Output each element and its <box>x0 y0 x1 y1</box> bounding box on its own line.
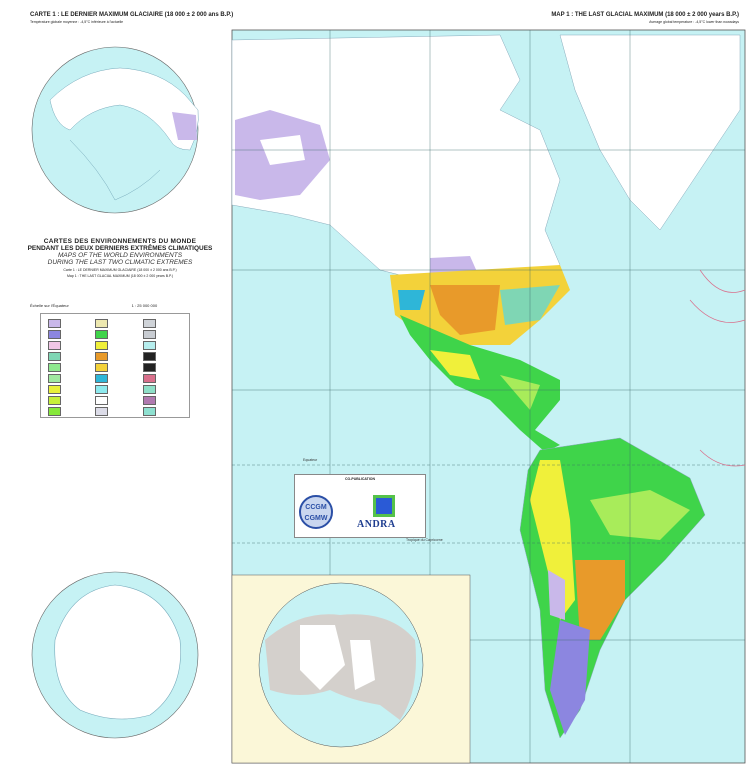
ccgm-logo: CCGM CGMW <box>299 495 333 529</box>
legend-swatch <box>95 363 109 372</box>
title-fr-line2: PENDANT LES DEUX DERNIERS EXTRÊMES CLIMA… <box>27 245 213 252</box>
legend-swatch <box>142 352 156 361</box>
legend-swatch <box>95 330 109 339</box>
andra-logo-icon <box>373 495 395 517</box>
legend-swatch <box>95 319 109 328</box>
legend-swatch <box>142 407 156 416</box>
andra-logo: ANDRA <box>357 519 396 530</box>
map-subtitle: Map 1 : THE LAST GLACIAL MAXIMUM (18 000… <box>66 274 174 278</box>
equator-label: Equateur <box>303 458 318 462</box>
tropic-label: Tropique du Capricorne <box>406 538 443 542</box>
scale-value: 1 : 25 000 000 <box>131 303 158 308</box>
legend-swatch <box>95 396 109 405</box>
legend-swatch <box>48 363 61 372</box>
legend-swatch <box>48 396 61 405</box>
carte-subtitle: Carte 1 : LE DERNIER MAXIMUM GLACIAIRE (… <box>63 268 177 272</box>
scale-label: Échelle sur l'Équateur <box>30 303 69 308</box>
copublication-box: CO-PUBLICATION CCGM CGMW ANDRA <box>294 474 426 538</box>
legend-swatch <box>142 341 156 350</box>
left-map-title: CARTE 1 : LE DERNIER MAXIMUM GLACIAIRE (… <box>30 12 234 18</box>
scale-row: Échelle sur l'Équateur 1 : 25 000 000 <box>30 303 220 308</box>
legend-swatch <box>48 341 61 350</box>
title-en-line1: MAPS OF THE WORLD ENVIRONMENTS <box>57 252 183 259</box>
legend-swatch <box>142 319 156 328</box>
legend-swatch <box>95 352 109 361</box>
legend-swatch <box>48 385 61 394</box>
legend-swatch <box>142 385 156 394</box>
legend-swatch <box>48 352 61 361</box>
legend-swatch <box>48 319 61 328</box>
left-map-subtitle: Température globale moyenne : -4,5°C inf… <box>30 20 124 24</box>
legend-swatch <box>48 374 61 383</box>
right-map-subtitle: Average global temperature : -4,5°C lowe… <box>649 20 739 24</box>
legend-swatch <box>142 396 156 405</box>
legend-swatch <box>95 341 109 350</box>
copublication-heading: CO-PUBLICATION <box>344 477 376 481</box>
legend-swatch <box>95 385 109 394</box>
legend-swatch <box>142 363 156 372</box>
legend <box>40 313 190 418</box>
north-polar-map <box>31 46 199 214</box>
legend-swatch <box>48 407 61 416</box>
title-block: CARTES DES ENVIRONNEMENTS DU MONDE PENDA… <box>20 238 220 278</box>
legend-swatch <box>95 374 109 383</box>
main-map <box>231 29 746 764</box>
legend-swatch <box>95 407 109 416</box>
title-en-line2: DURING THE LAST TWO CLIMATIC EXTREMES <box>47 259 193 266</box>
legend-swatch <box>48 330 61 339</box>
legend-swatch <box>142 330 156 339</box>
title-fr-line1: CARTES DES ENVIRONNEMENTS DU MONDE <box>43 238 197 245</box>
south-polar-map <box>31 571 199 739</box>
right-map-title: MAP 1 : THE LAST GLACIAL MAXIMUM (18 000… <box>551 12 739 18</box>
legend-swatch <box>142 374 156 383</box>
